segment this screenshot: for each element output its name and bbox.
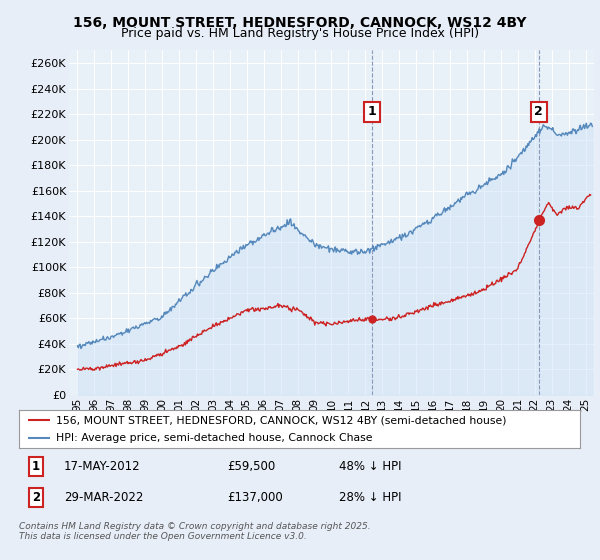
Text: 156, MOUNT STREET, HEDNESFORD, CANNOCK, WS12 4BY: 156, MOUNT STREET, HEDNESFORD, CANNOCK, … bbox=[73, 16, 527, 30]
Text: 2: 2 bbox=[32, 491, 40, 505]
Text: 28% ↓ HPI: 28% ↓ HPI bbox=[339, 491, 401, 505]
Text: 1: 1 bbox=[367, 105, 376, 118]
Text: £137,000: £137,000 bbox=[227, 491, 283, 505]
Text: 2: 2 bbox=[535, 105, 543, 118]
Text: 17-MAY-2012: 17-MAY-2012 bbox=[64, 460, 141, 473]
Text: 48% ↓ HPI: 48% ↓ HPI bbox=[339, 460, 401, 473]
Text: £59,500: £59,500 bbox=[227, 460, 275, 473]
Text: Price paid vs. HM Land Registry's House Price Index (HPI): Price paid vs. HM Land Registry's House … bbox=[121, 27, 479, 40]
Text: 1: 1 bbox=[32, 460, 40, 473]
Text: 29-MAR-2022: 29-MAR-2022 bbox=[64, 491, 143, 505]
Text: Contains HM Land Registry data © Crown copyright and database right 2025.
This d: Contains HM Land Registry data © Crown c… bbox=[19, 522, 371, 542]
Text: 156, MOUNT STREET, HEDNESFORD, CANNOCK, WS12 4BY (semi-detached house): 156, MOUNT STREET, HEDNESFORD, CANNOCK, … bbox=[56, 415, 506, 425]
Text: HPI: Average price, semi-detached house, Cannock Chase: HPI: Average price, semi-detached house,… bbox=[56, 433, 372, 443]
